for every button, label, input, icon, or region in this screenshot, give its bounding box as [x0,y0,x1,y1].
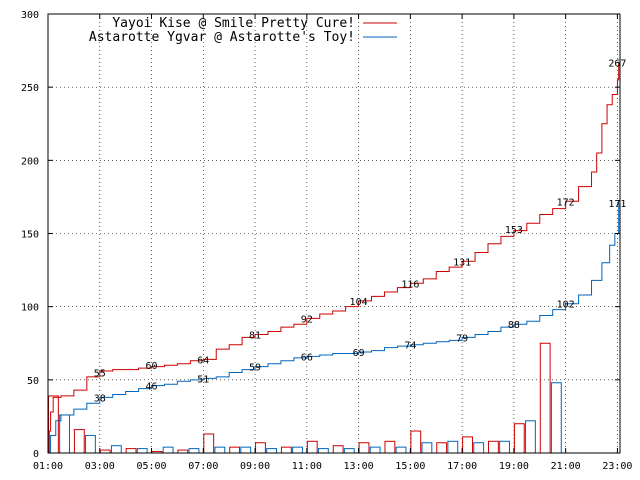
x-tick-label: 03:00 [85,461,115,472]
hourly-bar [306,440,318,454]
hourly-bar [421,442,433,454]
x-tick-label: 15:00 [395,461,425,472]
hourly-bar [240,446,252,454]
series-lines [48,62,620,454]
y-tick-label: 250 [21,83,39,94]
data-label: 104 [350,297,368,308]
data-label: 51 [197,374,209,385]
data-labels: 55 60 64 81 92 104 116 131 153 172 267 38 46 51 59 66 69… [94,58,627,404]
legend: Yayoi Kise @ Smile Pretty Cure! Astarott… [89,16,397,45]
data-label: 55 [94,369,106,380]
hourly-bar [462,436,473,454]
hourly-bar [136,448,148,454]
y-tick-label: 200 [21,156,39,167]
gridlines [48,14,620,453]
hourly-bar [525,420,536,454]
hourly-bar [292,446,303,454]
x-tick-label: 07:00 [188,461,218,472]
hourly-bar [358,442,370,454]
y-tick-label: 300 [21,10,39,21]
data-label: 60 [146,361,158,372]
x-tick-label: 05:00 [136,461,166,472]
y-tick-label: 150 [21,230,39,241]
data-label: 172 [557,197,575,208]
data-label: 171 [608,199,626,210]
data-label: 38 [94,393,106,404]
hourly-bar [550,382,562,454]
y-tick-label: 50 [27,376,39,387]
x-axis-ticks: 01:00 03:00 05:00 07:00 09:00 11:00 13:00 15:00… [33,14,632,472]
hourly-bar [539,342,551,454]
plot-frame [47,13,621,454]
hourly-bar [384,440,396,454]
data-label: 116 [401,279,419,290]
hourly-bar [473,442,485,454]
hourly-bar [188,448,200,454]
data-label: 81 [249,330,261,341]
y-axis-ticks: 0 50 100 150 200 250 300 [21,10,620,460]
y-tick-label: 0 [33,449,39,460]
x-tick-label: 01:00 [33,461,63,472]
hourly-bar [125,448,137,454]
hourly-bar [214,446,226,454]
data-label: 74 [404,341,416,352]
hourly-bar [499,440,510,454]
data-label: 131 [453,257,471,268]
x-tick-label: 17:00 [447,461,477,472]
data-label: 79 [456,333,468,344]
hourly-bar [162,446,174,454]
legend-label-astarotte: Astarotte Ygvar @ Astarotte's Toy! [89,30,355,45]
data-label: 59 [249,363,261,374]
data-label: 102 [557,300,575,311]
data-label: 69 [353,348,365,359]
y-tick-label: 100 [21,303,39,314]
series-line [48,62,620,454]
hourly-bar [447,440,459,454]
hourly-bar [436,442,448,454]
data-label: 64 [197,355,209,366]
hourly-bar [85,434,96,454]
series-line [48,202,620,454]
hourly-bar [280,446,292,454]
hourly-bar [369,446,381,454]
hourly-bar [317,448,329,454]
data-label: 46 [146,382,158,393]
x-tick-label: 23:00 [602,461,632,472]
data-label: 88 [508,320,520,331]
x-tick-label: 19:00 [499,461,529,472]
data-label: 153 [505,225,523,236]
x-tick-label: 11:00 [292,461,322,472]
hourly-bar [332,445,344,454]
hourly-bar [343,448,355,454]
hourly-bar [110,445,122,454]
hourly-bar [229,446,241,454]
hourly-bar [513,423,525,454]
hourly-bar [255,442,266,454]
hourly-bar [73,429,85,454]
hourly-bar [488,440,499,454]
data-label: 92 [301,314,313,325]
data-label: 267 [608,58,626,69]
x-tick-label: 13:00 [344,461,374,472]
legend-label-yayoi: Yayoi Kise @ Smile Pretty Cure! [112,16,355,31]
hourly-bar [203,433,215,454]
x-tick-label: 09:00 [240,461,270,472]
hourly-bar [266,448,278,454]
hourly-bar [395,446,407,454]
data-label: 66 [301,352,313,363]
hourly-bar [410,430,422,454]
x-tick-label: 21:00 [551,461,581,472]
